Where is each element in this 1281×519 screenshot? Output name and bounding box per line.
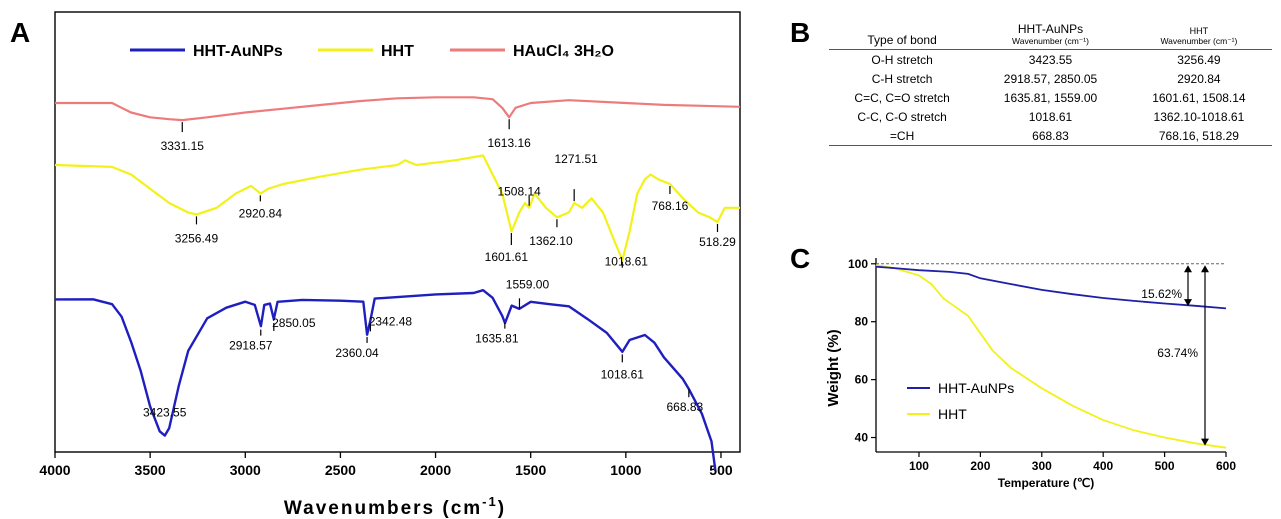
- ftir-annotation-label: 3256.49: [175, 231, 219, 245]
- tga-series-group: [875, 264, 1227, 449]
- ftir-x-axis: 4000 3500 3000 2500 2000 1500 1000 500: [39, 452, 733, 478]
- ftir-annotation-label: 1271.51: [554, 152, 598, 166]
- tga-y-label: Weight (%): [825, 329, 842, 406]
- ftir-annotation-label: 768.16: [652, 199, 689, 213]
- ftir-x-tick-label: 2500: [325, 462, 356, 478]
- ftir-series-line: [54, 154, 740, 262]
- ftir-annotation-label: 1613.16: [487, 136, 531, 150]
- tga-series-line: [875, 265, 1227, 310]
- tga-x-tick-label: 100: [909, 459, 929, 473]
- ftir-annotation-label: 1601.61: [485, 250, 529, 264]
- tga-annotation-label: 15.62%: [1141, 287, 1182, 301]
- tga-x-label: Temperature (℃): [998, 476, 1095, 490]
- bond-table: Type of bond HHT-AuNPs Wavenumber (cm⁻¹) …: [829, 22, 1272, 146]
- ftir-x-tick-label: 2000: [420, 462, 451, 478]
- table-row: C-C, C-O stretch 1018.61 1362.10-1018.61: [829, 107, 1272, 126]
- ftir-annotation-label: 518.29: [699, 235, 736, 249]
- ftir-series-group: [54, 96, 741, 471]
- table-cell: 1018.61: [1028, 109, 1073, 124]
- tga-arrow-head: [1184, 299, 1192, 307]
- tga-arrow-head: [1201, 438, 1209, 446]
- panel-label-b: B: [790, 17, 810, 48]
- ftir-annotation-label: 668.83: [666, 400, 703, 414]
- panel-label-a: A: [10, 17, 30, 48]
- table-row: O-H stretch 3423.55 3256.49: [829, 50, 1272, 70]
- ftir-series-line: [54, 289, 717, 471]
- tga-x-tick-label: 600: [1216, 459, 1236, 473]
- ftir-annotation-label: 2360.04: [335, 346, 379, 360]
- ftir-annotation-label: 3423.55: [143, 405, 187, 419]
- tga-series-line: [875, 264, 1227, 449]
- tga-legend: HHT-AuNPs HHT: [907, 380, 1014, 422]
- table-cell: 2918.57, 2850.05: [1003, 71, 1098, 86]
- table-row: C-H stretch 2918.57, 2850.05 2920.84: [829, 69, 1272, 88]
- table-cell: 1635.81, 1559.00: [1003, 90, 1098, 105]
- ftir-x-tick-label: 1500: [515, 462, 546, 478]
- table-cell: 3256.49: [1177, 52, 1221, 67]
- table-cell: 1362.10-1018.61: [1153, 109, 1245, 124]
- ftir-x-label: Wavenumbers (cm-1): [284, 494, 506, 519]
- legend-label: HHT-AuNPs: [938, 380, 1014, 396]
- ftir-chart: 4000 3500 3000 2500 2000 1500 1000 500 3331.15 1…: [39, 11, 741, 519]
- ftir-x-tick-label: 3000: [230, 462, 261, 478]
- tga-axes: 100 200 300 400 500 600 40 60 80 100: [848, 257, 1236, 473]
- tga-y-tick-label: 80: [855, 315, 869, 329]
- legend-label: HHT: [381, 43, 414, 60]
- tga-x-tick-label: 300: [1032, 459, 1052, 473]
- tga-arrow-head: [1201, 265, 1209, 273]
- table-cell: C-H stretch: [871, 71, 933, 86]
- tga-x-tick-label: 500: [1155, 459, 1175, 473]
- tga-y-tick-label: 60: [855, 373, 869, 387]
- legend-label: HAuCl₄ 3H₂O: [513, 43, 614, 60]
- ftir-annotation-label: 2920.84: [239, 206, 283, 220]
- ftir-annotation-label: 1635.81: [475, 332, 519, 346]
- panel-label-c: C: [790, 243, 810, 274]
- table-cell: C=C, C=O stretch: [854, 90, 950, 105]
- tga-annotation-label: 63.74%: [1157, 346, 1198, 360]
- table-cell: C-C, C-O stretch: [857, 109, 947, 124]
- tga-x-tick-label: 400: [1093, 459, 1113, 473]
- ftir-annotation-label: 2918.57: [229, 339, 273, 353]
- table-row: =CH 668.83 768.16, 518.29: [829, 126, 1272, 146]
- tga-chart: 100 200 300 400 500 600 40 60 80 100 15.62% 63.74%…: [825, 257, 1236, 490]
- table-cell: 768.16, 518.29: [1125, 126, 1272, 146]
- tga-annotations: 15.62% 63.74%: [1141, 265, 1209, 446]
- table-header-cell: HHT Wavenumber (cm⁻¹): [1125, 22, 1272, 50]
- table-header-cell: HHT-AuNPs Wavenumber (cm⁻¹): [975, 22, 1126, 50]
- ftir-x-tick-label: 4000: [39, 462, 70, 478]
- table-cell: 1601.61, 1508.14: [1152, 90, 1246, 105]
- table-cell: 668.83: [975, 126, 1126, 146]
- ftir-annotation-label: 1018.61: [601, 367, 645, 381]
- ftir-annotation-label: 3331.15: [161, 139, 205, 153]
- ftir-annotation-label: 1362.10: [529, 234, 573, 248]
- tga-arrow-head: [1184, 265, 1192, 273]
- ftir-x-tick-label: 1000: [610, 462, 641, 478]
- ftir-frame: [54, 11, 741, 453]
- ftir-annotation-label: 1508.14: [497, 185, 541, 199]
- table-cell: O-H stretch: [871, 52, 933, 67]
- table-cell: =CH: [829, 126, 976, 146]
- legend-label: HHT: [938, 406, 967, 422]
- table-header-row: Type of bond HHT-AuNPs Wavenumber (cm⁻¹) …: [829, 22, 1272, 50]
- ftir-series-line: [55, 96, 741, 122]
- tga-y-tick-label: 100: [848, 257, 868, 271]
- ftir-annotation-label: 2342.48: [369, 314, 413, 328]
- ftir-annotation-label: 1018.61: [605, 255, 649, 269]
- table-cell: 3423.55: [1028, 52, 1073, 67]
- ftir-legend: HHT-AuNPs HHT HAuCl₄ 3H₂O: [130, 43, 614, 60]
- tga-y-tick-label: 40: [855, 431, 869, 445]
- legend-label: HHT-AuNPs: [193, 43, 283, 60]
- table-row: C=C, C=O stretch 1635.81, 1559.00 1601.61,…: [829, 88, 1272, 107]
- ftir-x-tick-label: 3500: [135, 462, 166, 478]
- ftir-annotation-label: 2850.05: [272, 316, 316, 330]
- table-header-cell: Type of bond: [829, 22, 976, 50]
- ftir-annotation-label: 1559.00: [506, 277, 550, 291]
- ftir-x-tick-label: 500: [709, 462, 733, 478]
- table-cell: 2920.84: [1177, 71, 1221, 86]
- tga-x-tick-label: 200: [970, 459, 990, 473]
- ftir-annotations: 3331.15 1613.16 3256.49 2920.84 1508.14 1271.…: [143, 119, 736, 419]
